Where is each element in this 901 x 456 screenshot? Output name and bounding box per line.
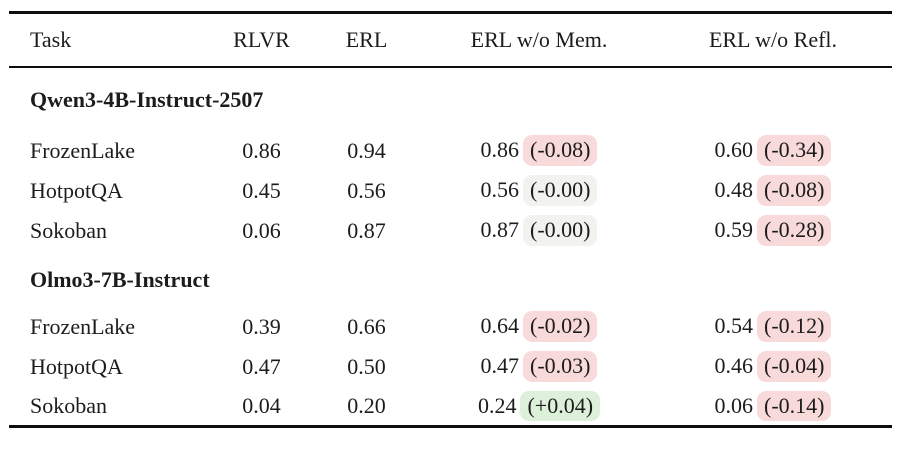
erl-wo-mem-value: 0.86: [480, 137, 520, 163]
erl-value: 0.50: [347, 353, 386, 379]
rlvr-value: 0.04: [242, 392, 281, 418]
rlvr-value: 0.39: [242, 313, 281, 339]
task-cell: Sokoban: [30, 392, 107, 418]
column-header-rlvr: RLVR: [214, 12, 309, 68]
erl-wo-mem-cell: 0.24 (+0.04): [424, 387, 654, 427]
erl-wo-refl-cell: 0.54 (-0.12): [654, 307, 892, 347]
column-header-erl: ERL: [309, 12, 424, 68]
column-header-erl-wo-mem: ERL w/o Mem.: [424, 12, 654, 68]
delta-badge: (-0.08): [757, 175, 832, 206]
erl-wo-refl-value: 0.59: [714, 217, 754, 243]
table-row: HotpotQA 0.45 0.56 0.56 (-0.00) 0.48 (-0.0…: [9, 171, 892, 211]
rlvr-value: 0.06: [242, 217, 281, 243]
erl-wo-refl-value: 0.48: [714, 177, 754, 203]
erl-value: 0.94: [347, 137, 386, 163]
erl-wo-refl-cell: 0.60 (-0.34): [654, 131, 892, 171]
rlvr-value: 0.47: [242, 353, 281, 379]
table-row: HotpotQA 0.47 0.50 0.47 (-0.03) 0.46 (-0.0…: [9, 347, 892, 387]
delta-badge: (-0.00): [523, 215, 598, 246]
erl-wo-refl-cell: 0.46 (-0.04): [654, 347, 892, 387]
erl-wo-mem-cell: 0.86 (-0.08): [424, 131, 654, 171]
erl-wo-mem-cell: 0.87 (-0.00): [424, 211, 654, 251]
task-cell: HotpotQA: [30, 353, 123, 379]
task-cell: Sokoban: [30, 217, 107, 243]
table-row: FrozenLake 0.39 0.66 0.64 (-0.02) 0.54 (-0…: [9, 307, 892, 347]
erl-wo-refl-value: 0.54: [714, 313, 754, 339]
erl-wo-mem-cell: 0.56 (-0.00): [424, 171, 654, 211]
section-title: Qwen3-4B-Instruct-2507: [30, 86, 264, 112]
erl-value: 0.20: [347, 392, 386, 418]
delta-badge: (-0.12): [757, 311, 832, 342]
rlvr-value: 0.45: [242, 177, 281, 203]
table-row: FrozenLake 0.86 0.94 0.86 (-0.08) 0.60 (-0…: [9, 131, 892, 171]
erl-wo-refl-cell: 0.48 (-0.08): [654, 171, 892, 211]
rlvr-value: 0.86: [242, 137, 281, 163]
delta-badge: (-0.08): [523, 135, 598, 166]
delta-badge: (-0.02): [523, 311, 598, 342]
erl-wo-refl-cell: 0.06 (-0.14): [654, 387, 892, 427]
table-row: Sokoban 0.06 0.87 0.87 (-0.00) 0.59 (-0.28…: [9, 211, 892, 251]
delta-badge: (-0.03): [523, 351, 598, 382]
erl-value: 0.56: [347, 177, 386, 203]
erl-value: 0.66: [347, 313, 386, 339]
delta-badge: (+0.04): [520, 390, 601, 421]
column-header-erl-wo-refl: ERL w/o Refl.: [654, 12, 892, 68]
section-title: Olmo3-7B-Instruct: [30, 266, 210, 292]
task-cell: FrozenLake: [30, 313, 136, 339]
results-table: Task RLVR ERL ERL w/o Mem. ERL w/o Refl.…: [9, 11, 892, 428]
erl-wo-mem-cell: 0.47 (-0.03): [424, 347, 654, 387]
header-row: Task RLVR ERL ERL w/o Mem. ERL w/o Refl.: [9, 12, 892, 68]
section-header-qwen: Qwen3-4B-Instruct-2507: [9, 67, 892, 131]
column-header-task: Task: [9, 12, 214, 68]
erl-wo-mem-value: 0.64: [480, 313, 520, 339]
table-row: Sokoban 0.04 0.20 0.24 (+0.04) 0.06 (-0.14…: [9, 387, 892, 427]
erl-wo-mem-cell: 0.64 (-0.02): [424, 307, 654, 347]
delta-badge: (-0.34): [757, 135, 832, 166]
erl-wo-mem-value: 0.24: [477, 392, 517, 418]
delta-badge: (-0.04): [757, 351, 832, 382]
erl-wo-refl-cell: 0.59 (-0.28): [654, 211, 892, 251]
erl-wo-mem-value: 0.47: [480, 353, 520, 379]
delta-badge: (-0.14): [757, 390, 832, 421]
erl-wo-refl-value: 0.06: [714, 392, 754, 418]
delta-badge: (-0.00): [523, 175, 598, 206]
erl-wo-mem-value: 0.87: [480, 217, 520, 243]
table-header: Task RLVR ERL ERL w/o Mem. ERL w/o Refl.: [9, 12, 892, 68]
erl-wo-mem-value: 0.56: [480, 177, 520, 203]
erl-wo-refl-value: 0.60: [714, 137, 754, 163]
erl-value: 0.87: [347, 217, 386, 243]
erl-wo-refl-value: 0.46: [714, 353, 754, 379]
section-header-olmo: Olmo3-7B-Instruct: [9, 251, 892, 307]
task-cell: HotpotQA: [30, 177, 123, 203]
task-cell: FrozenLake: [30, 137, 136, 163]
delta-badge: (-0.28): [757, 215, 832, 246]
